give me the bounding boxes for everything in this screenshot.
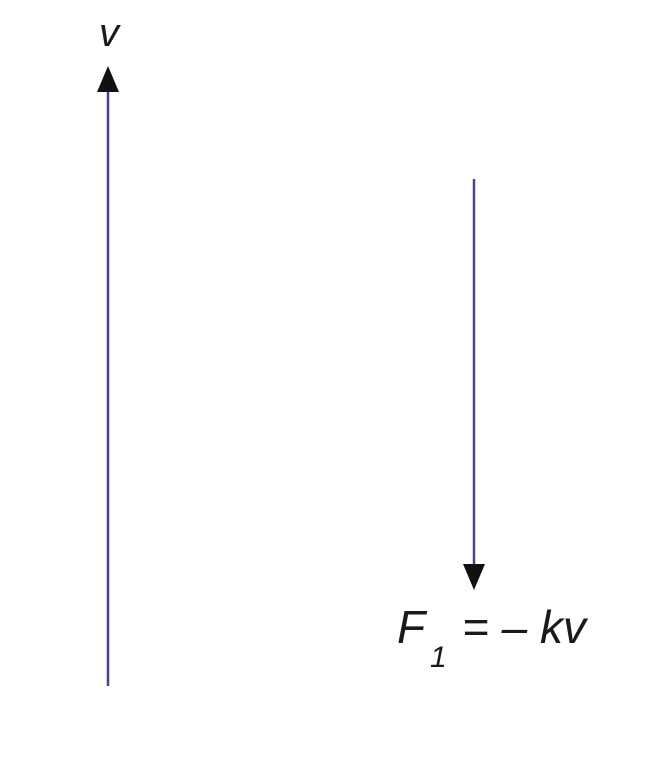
force-label-symbol: F [397, 601, 428, 653]
velocity-label: v [99, 11, 121, 55]
force-label-rhs: = – kv [462, 601, 589, 653]
force-label: F 1 = – kv [397, 601, 589, 674]
velocity-vector: v [97, 11, 121, 686]
force-label-subscript: 1 [430, 641, 447, 674]
force-vector: F 1 = – kv [397, 179, 589, 674]
velocity-arrowhead [97, 66, 119, 92]
force-arrowhead [463, 564, 485, 590]
